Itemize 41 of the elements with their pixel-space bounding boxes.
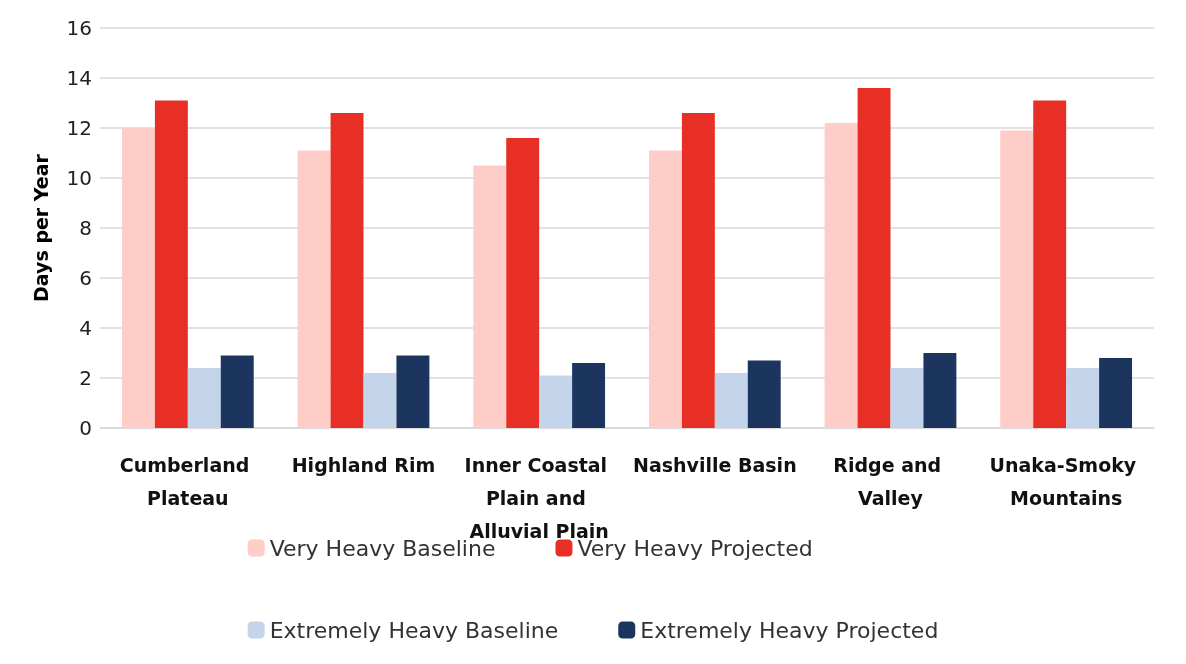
bar: [539, 375, 573, 428]
bar: [572, 363, 606, 428]
bar: [506, 138, 540, 428]
y-tick-label: 10: [66, 166, 92, 190]
bar: [923, 353, 957, 428]
bar: [297, 150, 331, 428]
bar: [220, 355, 254, 428]
bar: [714, 373, 748, 428]
x-tick-label: Nashville Basin: [633, 453, 797, 476]
bar: [154, 100, 188, 428]
y-tick-label: 6: [79, 266, 92, 290]
y-tick-label: 8: [79, 216, 92, 240]
y-tick-label: 14: [66, 66, 92, 90]
bar: [681, 113, 715, 428]
y-tick-label: 16: [66, 16, 92, 40]
y-tick-label: 0: [79, 416, 92, 440]
bar: [648, 150, 682, 428]
legend-label: Extremely Heavy Projected: [640, 617, 939, 643]
bar: [1033, 100, 1067, 428]
x-tick-label: Ridge and Valley: [833, 453, 948, 509]
bar: [1000, 130, 1034, 428]
bar: [824, 123, 858, 428]
bar: [1066, 368, 1100, 428]
bar: [857, 88, 891, 428]
bar: [473, 165, 507, 428]
x-tick-label: Highland Rim: [291, 453, 436, 476]
bar: [747, 360, 781, 428]
bar: [187, 368, 221, 428]
y-tick-label: 12: [66, 116, 92, 140]
x-tick-label: Unaka-Smoky Mountains: [989, 453, 1143, 509]
y-tick-label: 2: [79, 366, 92, 390]
y-axis-title: Days per Year: [29, 153, 52, 302]
bar: [363, 373, 397, 428]
bar: [890, 368, 924, 428]
bar: [1099, 358, 1133, 428]
legend-label: Extremely Heavy Baseline: [269, 617, 559, 643]
bar: [330, 113, 364, 428]
y-tick-label: 4: [79, 316, 92, 340]
bar: [121, 128, 155, 428]
bar: [396, 355, 430, 428]
x-tick-label: Cumberland Plateau: [119, 453, 256, 509]
